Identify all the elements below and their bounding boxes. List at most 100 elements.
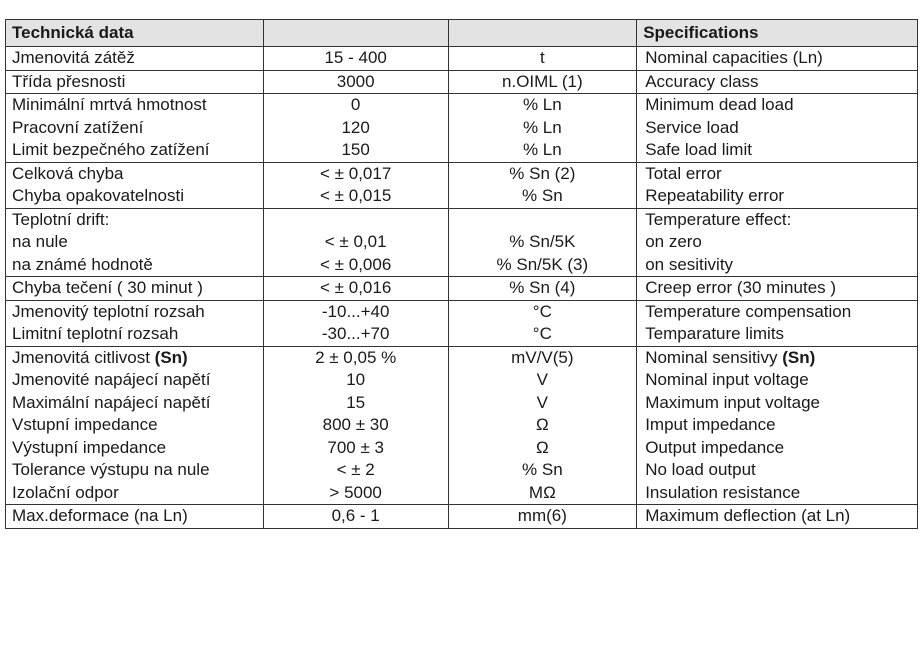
row-value: 150 — [262, 139, 449, 163]
row-unit-text: n.OIML (1) — [502, 71, 583, 91]
row-value-text: 3000 — [336, 71, 375, 91]
row-spec: Nominal sensitivy (Sn) — [636, 346, 918, 369]
row-value-text: < ± 0,006 — [320, 254, 392, 274]
row-value: -30...+70 — [262, 323, 449, 347]
row-unit-text: V — [536, 392, 549, 412]
row-value-text: 15 — [346, 392, 366, 412]
row-unit: mV/V(5) — [447, 346, 638, 369]
row-unit: % Sn — [447, 459, 638, 482]
row-unit: °C — [447, 300, 638, 323]
row-spec: No load output — [636, 459, 918, 482]
row-label-text: Minimální mrtvá hmotnost — [12, 95, 207, 115]
row-value: 3000 — [262, 70, 449, 94]
table-row: Limitní teplotní rozsah -30...+70 °C Tempar… — [5, 323, 918, 347]
row-label-text: Jmenovitá citlivost — [12, 347, 150, 367]
table-row: Tolerance výstupu na nule < ± 2 % Sn No loa… — [5, 459, 918, 482]
table-row: na známé hodnotě < ± 0,006 % Sn/5K (3) on s… — [5, 253, 918, 277]
row-label: Max.deformace (na Ln) — [5, 504, 264, 528]
row-value: 0,6 - 1 — [262, 504, 449, 528]
row-spec-text: Maximum deflection (at Ln) — [645, 506, 851, 526]
header-value — [262, 19, 449, 47]
row-unit: % Sn/5K — [447, 231, 638, 254]
row-value-text: 700 ± 3 — [327, 437, 384, 457]
row-value-text: < ± 0,01 — [324, 232, 387, 252]
row-label: Chyba opakovatelnosti — [5, 185, 264, 209]
row-unit-text: °C — [532, 324, 552, 344]
row-value-text: < ± 2 — [336, 460, 375, 480]
row-unit: n.OIML (1) — [447, 70, 638, 94]
row-spec: on sesitivity — [636, 253, 918, 277]
table-row: Teplotní drift: Temperature effect: — [5, 208, 918, 231]
row-spec-text: Temperature compensation — [645, 301, 852, 321]
table-row: Maximální napájecí napětí 15 V Maximum inpu… — [5, 391, 918, 414]
row-spec-text: Creep error (30 minutes ) — [645, 278, 837, 298]
row-label: Třída přesnosti — [5, 70, 264, 94]
row-unit: % Sn/5K (3) — [447, 253, 638, 277]
row-label-text: Chyba tečení ( 30 minut ) — [12, 278, 203, 298]
row-spec: Maximum input voltage — [636, 391, 918, 414]
row-value: -10...+40 — [262, 300, 449, 323]
row-label-text: Chyba opakovatelnosti — [12, 186, 185, 206]
row-label-text: Výstupní impedance — [12, 437, 167, 457]
row-label: Izolační odpor — [5, 481, 264, 505]
row-value: 800 ± 30 — [262, 414, 449, 437]
row-unit: V — [447, 391, 638, 414]
row-unit: MΩ — [447, 481, 638, 505]
row-label-text: na známé hodnotě — [12, 254, 153, 274]
row-unit-text: % Sn/5K (3) — [496, 254, 589, 274]
row-label: na nule — [5, 231, 264, 254]
row-label-text: Teplotní drift: — [12, 209, 110, 229]
row-label-text: Jmenovité napájecí napětí — [12, 370, 211, 390]
row-value: < ± 2 — [262, 459, 449, 482]
row-spec-text: Maximum input voltage — [645, 392, 820, 412]
header-technicka-data: Technická data — [5, 19, 264, 47]
row-label: Jmenovité napájecí napětí — [5, 369, 264, 392]
row-unit-text: % Sn/5K — [509, 232, 576, 252]
row-spec: Safe load limit — [636, 139, 918, 163]
row-value-text: < ± 0,015 — [320, 186, 392, 206]
technical-data-table: Technická data Specifications Jmenovitá … — [5, 19, 918, 529]
row-spec: Total error — [636, 162, 918, 185]
row-value-text: -30...+70 — [321, 324, 390, 344]
header-specifications: Specifications — [636, 19, 918, 47]
row-unit-text: % Sn — [522, 460, 563, 480]
row-spec-text: Nominal capacities (Ln) — [645, 48, 823, 68]
row-value: 15 — [262, 391, 449, 414]
row-spec-text: Total error — [645, 163, 722, 183]
row-value: 120 — [262, 116, 449, 139]
table-row: Výstupní impedance 700 ± 3 Ω Output impedan… — [5, 436, 918, 459]
row-spec-text: on sesitivity — [645, 254, 734, 274]
row-unit-text: MΩ — [528, 482, 556, 502]
row-spec: Maximum deflection (at Ln) — [636, 504, 918, 528]
row-unit-text: mm(6) — [517, 506, 567, 526]
row-value-text: 0 — [350, 95, 361, 115]
header-unit — [447, 19, 638, 47]
row-unit-text: % Ln — [522, 140, 562, 160]
row-unit-text: % Ln — [522, 95, 562, 115]
row-label: Výstupní impedance — [5, 436, 264, 459]
row-value: 700 ± 3 — [262, 436, 449, 459]
table-row: Jmenovitá zátěž 15 - 400 t Nominal capaciti… — [5, 46, 918, 71]
table-row: na nule < ± 0,01 % Sn/5K on zero — [5, 231, 918, 254]
row-spec: Nominal input voltage — [636, 369, 918, 392]
row-label-bold-text: (Sn) — [154, 347, 188, 367]
table-row: Jmenovitá citlivost (Sn) 2 ± 0,05 % mV/V(5… — [5, 346, 918, 369]
row-unit: t — [447, 46, 638, 71]
row-label: Minimální mrtvá hmotnost — [5, 93, 264, 117]
table-row: Minimální mrtvá hmotnost 0 % Ln Minimum dea… — [5, 93, 918, 117]
row-unit: % Sn (4) — [447, 276, 638, 301]
row-spec-text: Repeatability error — [645, 186, 785, 206]
row-label: Chyba tečení ( 30 minut ) — [5, 276, 264, 301]
row-label-text: Pracovní zatížení — [12, 117, 144, 137]
row-spec: Creep error (30 minutes ) — [636, 276, 918, 301]
row-spec-bold-text: (Sn) — [782, 347, 816, 367]
row-unit-text: Ω — [535, 437, 549, 457]
row-spec: on zero — [636, 231, 918, 254]
table-row: Pracovní zatížení 120 % Ln Service load — [5, 116, 918, 139]
row-unit: Ω — [447, 436, 638, 459]
row-value-text: > 5000 — [329, 482, 382, 502]
row-unit: Ω — [447, 414, 638, 437]
row-label: Limitní teplotní rozsah — [5, 323, 264, 347]
row-label-text: Limitní teplotní rozsah — [12, 324, 179, 344]
row-unit-text: °C — [532, 301, 552, 321]
